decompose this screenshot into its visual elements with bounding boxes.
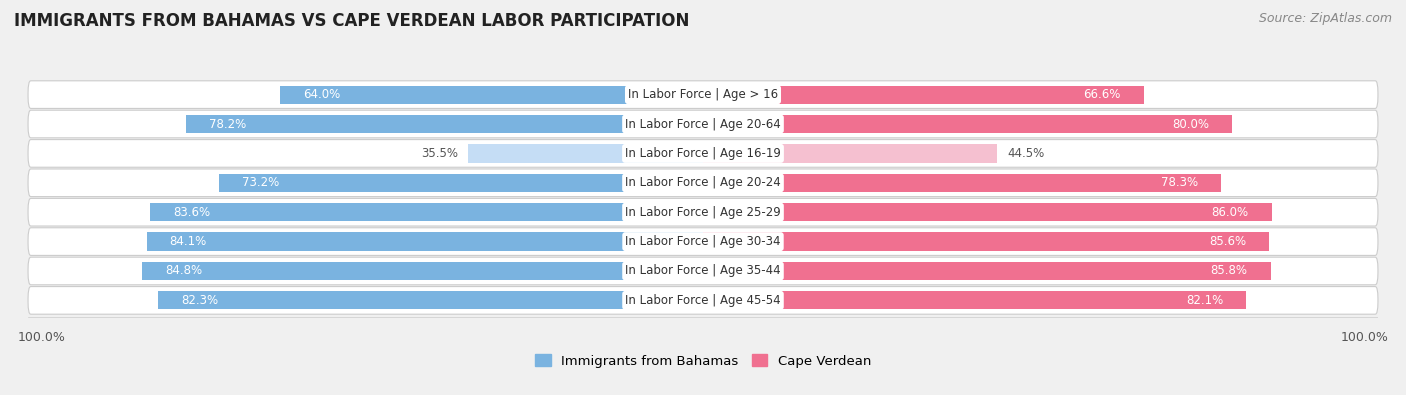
Bar bbox=[146, 233, 703, 251]
FancyBboxPatch shape bbox=[28, 286, 1378, 314]
Text: 78.2%: 78.2% bbox=[208, 117, 246, 130]
FancyBboxPatch shape bbox=[28, 110, 1378, 138]
Text: In Labor Force | Age 30-34: In Labor Force | Age 30-34 bbox=[626, 235, 780, 248]
Text: 80.0%: 80.0% bbox=[1173, 117, 1209, 130]
Text: In Labor Force | Age 16-19: In Labor Force | Age 16-19 bbox=[626, 147, 780, 160]
FancyBboxPatch shape bbox=[28, 198, 1378, 226]
Text: 64.0%: 64.0% bbox=[302, 88, 340, 101]
Bar bbox=[150, 203, 703, 221]
Bar bbox=[186, 115, 703, 133]
Text: 83.6%: 83.6% bbox=[173, 206, 209, 219]
Text: 84.8%: 84.8% bbox=[165, 265, 202, 278]
Text: 44.5%: 44.5% bbox=[1007, 147, 1045, 160]
Bar bbox=[703, 174, 1220, 192]
Text: 86.0%: 86.0% bbox=[1212, 206, 1249, 219]
FancyBboxPatch shape bbox=[28, 139, 1378, 167]
Text: 66.6%: 66.6% bbox=[1083, 88, 1121, 101]
Text: In Labor Force | Age 35-44: In Labor Force | Age 35-44 bbox=[626, 265, 780, 278]
FancyBboxPatch shape bbox=[28, 228, 1378, 256]
Text: Source: ZipAtlas.com: Source: ZipAtlas.com bbox=[1258, 12, 1392, 25]
Bar bbox=[703, 262, 1271, 280]
Bar bbox=[468, 144, 703, 162]
Bar bbox=[219, 174, 703, 192]
Text: IMMIGRANTS FROM BAHAMAS VS CAPE VERDEAN LABOR PARTICIPATION: IMMIGRANTS FROM BAHAMAS VS CAPE VERDEAN … bbox=[14, 12, 689, 30]
Text: In Labor Force | Age 20-64: In Labor Force | Age 20-64 bbox=[626, 117, 780, 130]
Bar bbox=[703, 203, 1272, 221]
Text: 84.1%: 84.1% bbox=[170, 235, 207, 248]
Text: In Labor Force | Age 20-24: In Labor Force | Age 20-24 bbox=[626, 176, 780, 189]
Bar bbox=[703, 291, 1246, 310]
Text: 35.5%: 35.5% bbox=[422, 147, 458, 160]
Bar bbox=[280, 85, 703, 104]
Text: 82.1%: 82.1% bbox=[1185, 294, 1223, 307]
Bar bbox=[159, 291, 703, 310]
Text: 85.6%: 85.6% bbox=[1209, 235, 1246, 248]
Text: In Labor Force | Age 25-29: In Labor Force | Age 25-29 bbox=[626, 206, 780, 219]
Bar bbox=[703, 115, 1232, 133]
FancyBboxPatch shape bbox=[28, 81, 1378, 109]
Text: 78.3%: 78.3% bbox=[1161, 176, 1198, 189]
Text: In Labor Force | Age > 16: In Labor Force | Age > 16 bbox=[628, 88, 778, 101]
Text: 73.2%: 73.2% bbox=[242, 176, 278, 189]
FancyBboxPatch shape bbox=[28, 257, 1378, 285]
Bar bbox=[703, 144, 997, 162]
Bar bbox=[142, 262, 703, 280]
Text: 82.3%: 82.3% bbox=[181, 294, 219, 307]
Text: 85.8%: 85.8% bbox=[1211, 265, 1247, 278]
FancyBboxPatch shape bbox=[28, 169, 1378, 197]
Text: In Labor Force | Age 45-54: In Labor Force | Age 45-54 bbox=[626, 294, 780, 307]
Bar bbox=[703, 85, 1143, 104]
Bar bbox=[703, 233, 1270, 251]
Legend: Immigrants from Bahamas, Cape Verdean: Immigrants from Bahamas, Cape Verdean bbox=[530, 349, 876, 373]
